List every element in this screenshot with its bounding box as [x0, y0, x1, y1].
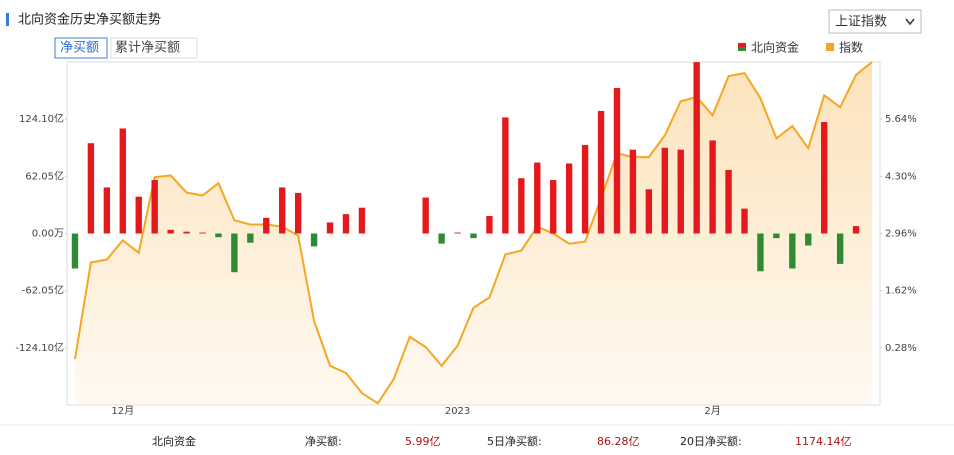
bar: [852, 226, 860, 234]
y-tick-label: 0.00万: [32, 229, 64, 240]
y-tick-label: 62.05亿: [25, 169, 64, 182]
bar: [677, 149, 684, 234]
footer-title: 北向资金: [152, 434, 196, 448]
dropdown-box[interactable]: [828, 9, 922, 34]
bar: [534, 162, 541, 234]
bar: [773, 233, 780, 239]
bar: [422, 197, 429, 234]
plot: [71, 61, 873, 405]
bar: [709, 140, 716, 234]
bar: [597, 110, 605, 234]
y-tick-label: -124.10亿: [15, 341, 64, 354]
bar: [757, 233, 764, 272]
bar: [821, 122, 828, 234]
bar: [454, 232, 461, 234]
bar: [836, 233, 844, 264]
bar: [486, 215, 493, 234]
footer: 北向资金 净买额: 5.99亿 5日净买额: 86.28亿 20日净买额: 1174.14…: [152, 434, 852, 448]
dropdown-arrow[interactable]: [905, 18, 915, 26]
y-tick-label: 124.10亿: [19, 112, 64, 125]
bar: [279, 187, 286, 234]
bar: [725, 169, 732, 234]
bar: [151, 180, 158, 234]
y2-tick-label: 4.30%: [885, 171, 917, 182]
bar: [71, 233, 79, 269]
bar: [613, 87, 621, 234]
bar: [310, 233, 318, 247]
bar: [661, 147, 668, 234]
bar: [119, 128, 126, 234]
bar: [183, 231, 190, 234]
y2-tick-label: 5.64%: [885, 114, 917, 125]
bar: [326, 222, 334, 234]
bar: [581, 145, 589, 234]
legend-swatch: [826, 43, 834, 51]
bar: [342, 214, 350, 234]
bar: [247, 233, 254, 243]
bar: [805, 233, 812, 246]
title-marker: [6, 13, 9, 26]
footer-label: 净买额:: [305, 434, 342, 448]
bar: [231, 233, 238, 273]
bar: [438, 233, 445, 244]
legend-label: 北向资金: [751, 40, 799, 55]
y-tick-label: -62.05亿: [22, 284, 64, 297]
bar: [294, 192, 302, 234]
bar: [358, 207, 366, 234]
footer-value: 5.99亿: [405, 435, 441, 448]
tab[interactable]: 累计净买额: [115, 41, 180, 56]
dropdown-label[interactable]: 上证指数: [835, 15, 887, 30]
bar: [518, 178, 525, 234]
x-tick-label: 2023: [445, 406, 470, 417]
bar: [263, 217, 270, 234]
legend-swatch: [738, 47, 746, 51]
dropdown[interactable]: 上证指数: [828, 9, 922, 34]
y2-tick-label: 0.28%: [885, 343, 917, 354]
footer-value: 86.28亿: [597, 435, 640, 448]
footer-label: 20日净买额:: [680, 434, 742, 448]
bar: [645, 189, 653, 234]
bar: [215, 233, 222, 238]
bar: [789, 233, 796, 269]
legend-swatch: [738, 43, 746, 47]
tab-inactive[interactable]: [110, 37, 198, 59]
area: [74, 62, 873, 405]
x-tick-label: 12月: [111, 405, 134, 417]
bar: [470, 233, 477, 239]
bar: [103, 187, 111, 234]
footer-label: 5日净买额:: [487, 434, 542, 448]
bar: [87, 143, 95, 234]
bar: [135, 196, 142, 234]
bar: [693, 62, 700, 234]
legend-label: 指数: [839, 40, 863, 55]
bar: [565, 163, 573, 234]
bar: [502, 117, 509, 234]
y2-tick-label: 2.96%: [885, 229, 917, 240]
chart-title: 北向资金历史净买额走势: [18, 12, 161, 28]
line: [73, 61, 873, 405]
tab[interactable]: 净买额: [60, 41, 99, 56]
tab-active[interactable]: [54, 37, 108, 59]
bar: [741, 208, 748, 234]
footer-value: 1174.14亿: [795, 435, 852, 448]
legend: 北向资金 指数: [738, 40, 863, 55]
bar: [550, 180, 557, 234]
bar: [167, 229, 174, 234]
bar: [199, 232, 206, 234]
bar: [629, 149, 637, 234]
y2-tick-label: 1.62%: [885, 286, 917, 297]
x-tick-label: 2月: [704, 405, 720, 417]
